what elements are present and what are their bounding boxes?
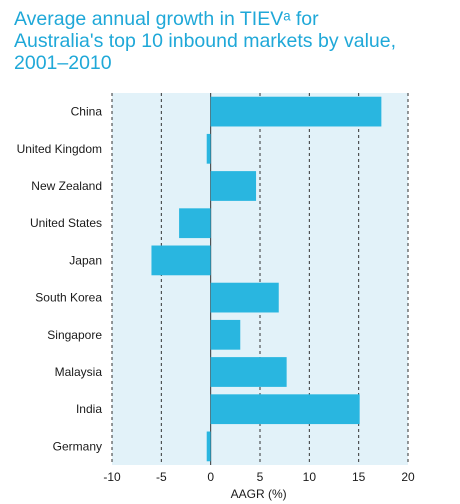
chart-title-line-2: Australia's top 10 inbound markets by va… (14, 30, 397, 52)
bar-japan (151, 245, 211, 276)
category-label: Singapore (47, 328, 102, 342)
category-label: China (71, 105, 103, 119)
x-tick-label: 0 (207, 470, 214, 484)
x-tick-label: -5 (156, 470, 167, 484)
chart-title: Average annual growth in TIEVᵃ for Austr… (14, 8, 454, 74)
category-label: United Kingdom (17, 142, 102, 156)
x-axis-title: AAGR (%) (231, 487, 287, 501)
category-label: Malaysia (55, 365, 103, 379)
x-tick-label: 20 (401, 470, 415, 484)
bar-united-kingdom (206, 133, 211, 164)
x-tick-label: 5 (257, 470, 264, 484)
chart-title-line-1: Average annual growth in TIEVᵃ for (14, 8, 319, 30)
bar-china (210, 96, 382, 127)
bar-singapore (210, 319, 241, 350)
category-label: Japan (69, 253, 102, 267)
bar-new-zealand (210, 171, 257, 201)
chart-title-line-3: 2001–2010 (14, 52, 112, 74)
category-label: Germany (53, 439, 102, 453)
category-label: South Korea (35, 291, 102, 305)
category-label: India (76, 402, 102, 416)
category-label: United States (30, 216, 102, 230)
bar-malaysia (210, 357, 287, 387)
x-tick-label: -10 (103, 470, 121, 484)
bar-south-korea (210, 282, 279, 313)
bar-india (210, 394, 360, 425)
category-label: New Zealand (31, 179, 102, 193)
x-tick-label: 10 (303, 470, 317, 484)
bar-united-states (179, 208, 211, 239)
bar-germany (206, 431, 211, 462)
x-tick-label: 15 (352, 470, 366, 484)
